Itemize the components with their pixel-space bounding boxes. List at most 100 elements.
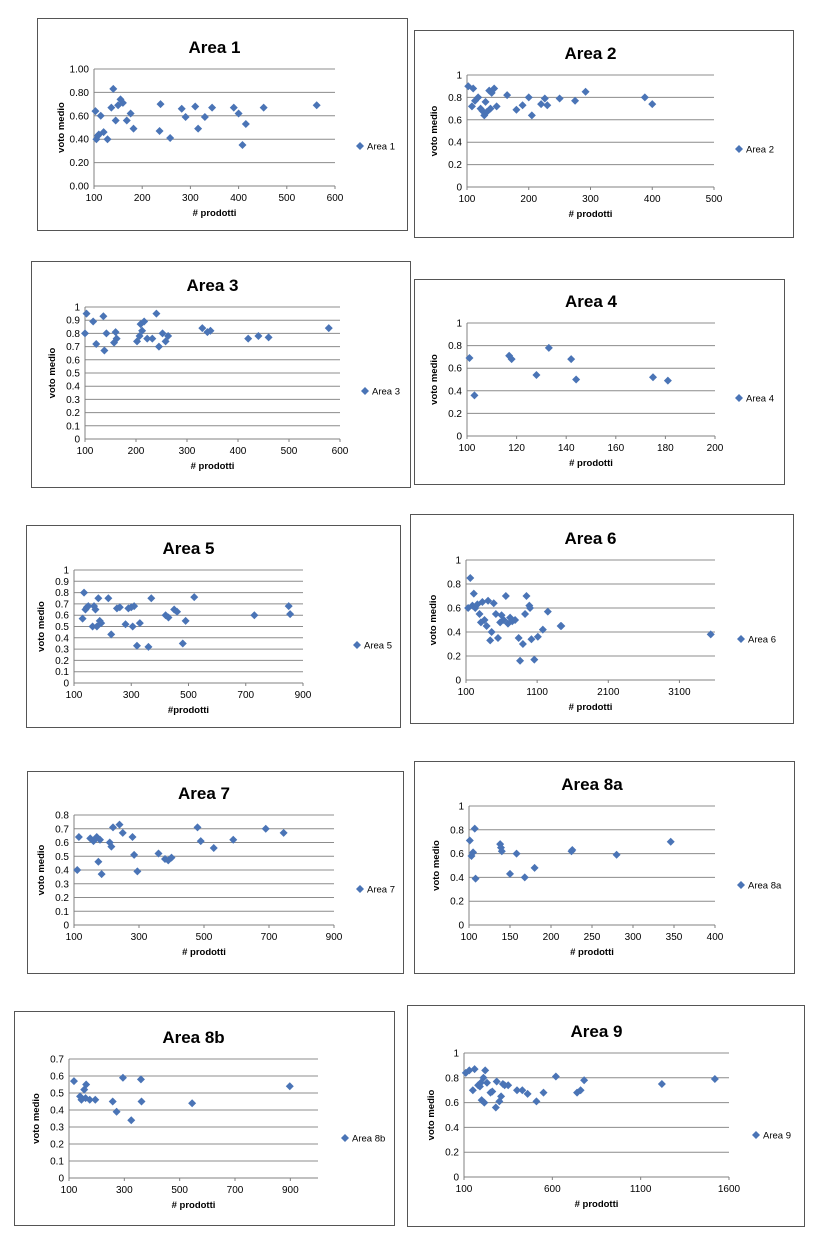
x-tick-label: 500 — [180, 690, 197, 701]
data-point — [490, 84, 499, 93]
data-point — [121, 620, 130, 629]
data-point — [487, 628, 496, 636]
chart-area-9: Area 9 0 0.2 0.4 0.6 0.8 1 100 600 1100 1600 # prod… — [407, 1005, 805, 1227]
data-point — [649, 373, 657, 382]
data-point — [470, 824, 479, 833]
data-point — [148, 334, 157, 343]
x-tick-label: 700 — [237, 690, 254, 701]
data-point — [532, 370, 541, 379]
data-point — [209, 844, 218, 852]
legend-label: Area 2 — [746, 145, 774, 156]
x-tick-label: 500 — [278, 193, 295, 204]
data-point — [229, 835, 238, 844]
data-point — [481, 97, 490, 106]
data-point — [469, 589, 478, 598]
data-point — [461, 1068, 470, 1077]
data-point — [474, 93, 483, 102]
data-point — [128, 833, 137, 841]
y-tick-label: 0.60 — [70, 111, 90, 122]
data-point — [112, 334, 121, 343]
data-point — [467, 851, 476, 860]
data-point — [465, 1066, 474, 1075]
data-point — [485, 86, 494, 95]
data-point — [487, 88, 496, 97]
y-tick-label: 0.80 — [70, 88, 90, 99]
data-point — [264, 333, 273, 342]
x-tick-label: 100 — [61, 1185, 78, 1196]
data-point — [571, 96, 580, 105]
y-axis-label: voto medio — [428, 594, 439, 645]
data-point — [503, 619, 512, 628]
data-point — [572, 375, 581, 384]
x-tick-label: 1600 — [718, 1184, 741, 1195]
y-tick-label: 0.7 — [66, 342, 80, 353]
y-tick-label: 0 — [58, 1174, 64, 1185]
data-point — [471, 874, 480, 883]
data-point — [115, 820, 124, 829]
data-point — [567, 355, 576, 364]
data-point — [109, 823, 117, 832]
y-tick-label: 0.9 — [55, 577, 69, 588]
data-point — [527, 111, 536, 120]
data-point — [69, 1077, 78, 1086]
data-point — [130, 850, 139, 859]
y-tick-label: 0.7 — [50, 1055, 64, 1066]
data-point — [551, 1072, 560, 1081]
x-tick-label: 600 — [544, 1184, 561, 1195]
x-tick-label: 150 — [502, 932, 519, 943]
data-point — [181, 112, 190, 121]
data-point — [234, 109, 243, 118]
data-point — [491, 1103, 500, 1112]
x-tick-label: 300 — [179, 446, 196, 457]
x-axis-label: # prodotti — [569, 702, 613, 713]
chart-area-7: Area 7 0 0.1 0.2 0.3 0.4 0.5 0.6 0.7 0.8 100 300 500… — [27, 771, 404, 974]
y-tick-label: 1 — [455, 556, 461, 567]
legend-marker — [737, 635, 745, 643]
x-tick-label: 100 — [459, 443, 476, 454]
data-point — [576, 1086, 585, 1095]
data-point — [492, 102, 501, 111]
data-point — [107, 842, 116, 851]
y-tick-label: 0 — [63, 921, 69, 932]
data-point — [85, 1095, 94, 1104]
data-point — [104, 594, 113, 603]
y-tick-label: 0 — [455, 676, 461, 687]
legend-label: Area 3 — [372, 387, 400, 398]
x-axis-label: # prodotti — [570, 947, 614, 958]
data-point — [92, 135, 101, 144]
data-point — [132, 641, 141, 650]
x-tick-label: 700 — [261, 932, 278, 943]
x-tick-label: 100 — [456, 1184, 473, 1195]
y-tick-label: 0.8 — [445, 1073, 459, 1084]
chart-area-2: Area 2 0 0.2 0.4 0.6 0.8 1 100 200 300 400 500 # pro… — [414, 30, 794, 238]
data-point — [524, 93, 533, 102]
y-tick-label: 0.1 — [55, 667, 69, 678]
data-point — [469, 848, 478, 857]
data-point — [94, 130, 103, 139]
x-tick-label: 250 — [584, 932, 601, 943]
data-point — [158, 329, 167, 338]
chart-area-5: Area 5 0 0.1 0.2 0.3 0.4 0.5 0.6 0.7 0.8 0.9 1 100 30… — [26, 525, 401, 728]
data-point — [111, 116, 120, 125]
data-point — [467, 102, 476, 111]
data-point — [491, 610, 500, 618]
data-point — [496, 840, 505, 849]
y-tick-label: 0.6 — [66, 355, 80, 366]
data-point — [91, 605, 100, 614]
data-point — [191, 102, 200, 111]
data-point — [543, 607, 552, 616]
data-point — [107, 630, 116, 639]
data-point — [527, 635, 536, 644]
chart-title: Area 5 — [163, 539, 215, 558]
data-point — [514, 634, 523, 642]
data-point — [156, 100, 165, 109]
y-tick-label: 0.3 — [55, 645, 69, 656]
x-tick-label: 300 — [131, 932, 148, 943]
data-point — [154, 342, 163, 351]
y-tick-label: 0.4 — [445, 1123, 459, 1134]
data-point — [143, 334, 152, 343]
data-point — [492, 1077, 501, 1086]
data-point — [522, 592, 531, 600]
data-point — [486, 104, 495, 113]
data-point — [497, 1092, 506, 1101]
